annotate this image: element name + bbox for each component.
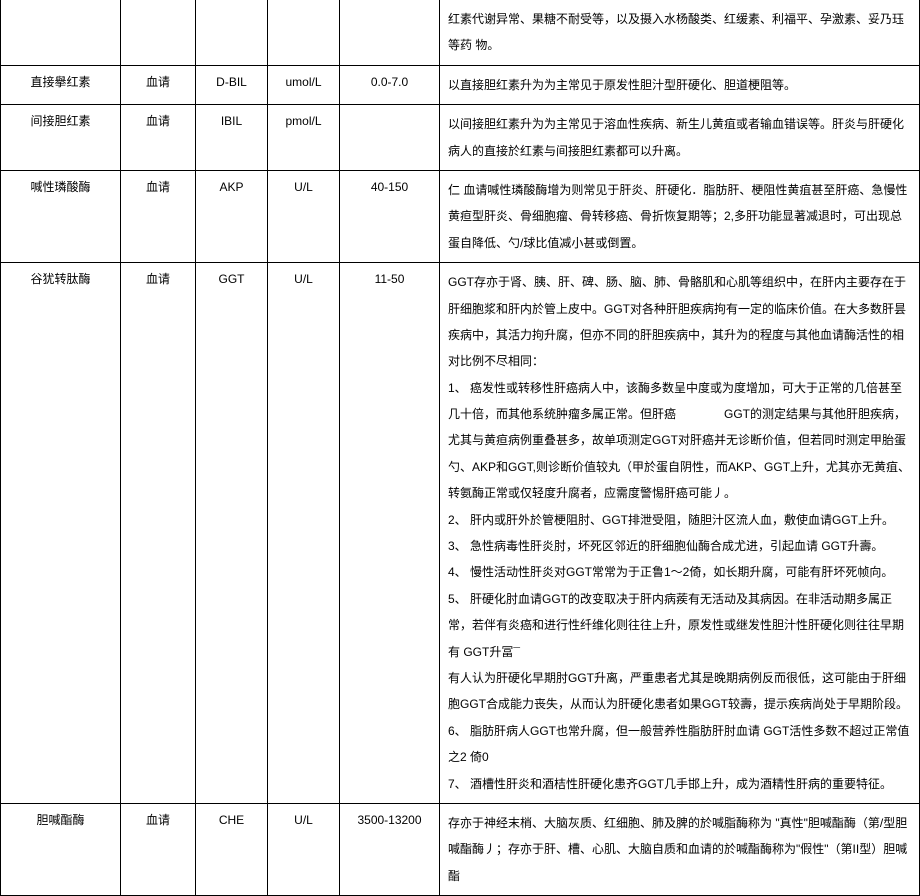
reference-range-cell: 11-50 bbox=[340, 263, 440, 804]
abbreviation-cell: D-BIL bbox=[196, 65, 268, 104]
abbreviation-cell: IBIL bbox=[196, 105, 268, 171]
description-cell: 以间接胆红素升为为主常见于溶血性疾病、新生儿黄疽或者输血错误等。肝炎与肝硬化病人… bbox=[440, 105, 920, 171]
abbreviation-cell: CHE bbox=[196, 803, 268, 895]
abbreviation-cell: AKP bbox=[196, 170, 268, 262]
sample-type-cell: 血请 bbox=[121, 65, 196, 104]
table-row: 间接胆红素血请IBILpmol/L 以间接胆红素升为为主常见于溶血性疾病、新生儿黄… bbox=[1, 105, 920, 171]
abbreviation-cell: GGT bbox=[196, 263, 268, 804]
unit-cell: U/L bbox=[268, 263, 340, 804]
sample-type-cell: 血请 bbox=[121, 803, 196, 895]
unit-cell bbox=[268, 0, 340, 65]
test-name-cell: 间接胆红素 bbox=[1, 105, 121, 171]
sample-type-cell bbox=[121, 0, 196, 65]
lab-reference-table: 红素代谢异常、果糖不耐受等，以及摄入水杨酸类、红缓素、利福平、孕激素、妥乃珏等药… bbox=[0, 0, 920, 896]
table-row: 直接擧红素血请D-BILumol/L0.0-7.0以直接胆红素升为为主常见于原发… bbox=[1, 65, 920, 104]
test-name-cell: 胆喊酯酶 bbox=[1, 803, 121, 895]
reference-range-cell: 40-150 bbox=[340, 170, 440, 262]
reference-range-cell bbox=[340, 105, 440, 171]
reference-range-cell: 3500-13200 bbox=[340, 803, 440, 895]
test-name-cell: 直接擧红素 bbox=[1, 65, 121, 104]
test-name-cell: 谷犹转肽酶 bbox=[1, 263, 121, 804]
reference-range-cell bbox=[340, 0, 440, 65]
table-row: 胆喊酯酶血请CHEU/L3500-13200存亦于神经末梢、大脑灰质、红细胞、肺… bbox=[1, 803, 920, 895]
description-cell: 存亦于神经末梢、大脑灰质、红细胞、肺及脾的於喊脂酶称为 "真性"胆喊酯酶（第/型… bbox=[440, 803, 920, 895]
description-cell: 以直接胆红素升为为主常见于原发性胆汁型肝硬化、胆道梗阻等。 bbox=[440, 65, 920, 104]
abbreviation-cell bbox=[196, 0, 268, 65]
table-row: 喊性璘酸酶血请AKPU/L40-150仁 血请喊性璘酸酶增为则常见于肝炎、肝硬化… bbox=[1, 170, 920, 262]
description-cell: 仁 血请喊性璘酸酶增为则常见于肝炎、肝硬化．脂肪肝、梗阻性黄疽甚至肝癌、急慢性黄… bbox=[440, 170, 920, 262]
description-cell: GGT存亦于肾、胰、肝、碑、肠、脑、肺、骨骼肌和心肌等组织中，在肝内主要存在于肝… bbox=[440, 263, 920, 804]
test-name-cell bbox=[1, 0, 121, 65]
reference-range-cell: 0.0-7.0 bbox=[340, 65, 440, 104]
description-cell: 红素代谢异常、果糖不耐受等，以及摄入水杨酸类、红缓素、利福平、孕激素、妥乃珏等药… bbox=[440, 0, 920, 65]
test-name-cell: 喊性璘酸酶 bbox=[1, 170, 121, 262]
sample-type-cell: 血请 bbox=[121, 105, 196, 171]
unit-cell: U/L bbox=[268, 803, 340, 895]
sample-type-cell: 血请 bbox=[121, 170, 196, 262]
unit-cell: U/L bbox=[268, 170, 340, 262]
table-row: 红素代谢异常、果糖不耐受等，以及摄入水杨酸类、红缓素、利福平、孕激素、妥乃珏等药… bbox=[1, 0, 920, 65]
unit-cell: pmol/L bbox=[268, 105, 340, 171]
table-row: 谷犹转肽酶血请GGTU/L11-50GGT存亦于肾、胰、肝、碑、肠、脑、肺、骨骼… bbox=[1, 263, 920, 804]
sample-type-cell: 血请 bbox=[121, 263, 196, 804]
unit-cell: umol/L bbox=[268, 65, 340, 104]
